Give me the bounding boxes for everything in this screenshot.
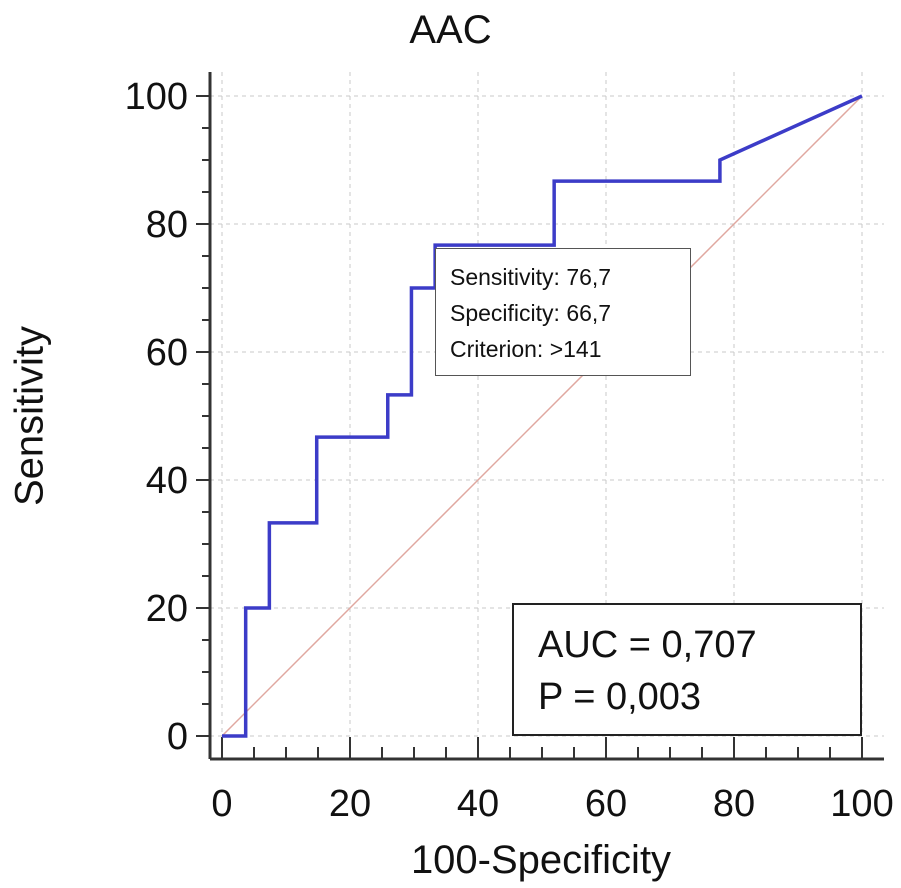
chart-title: AAC bbox=[409, 8, 492, 52]
auc-value: AUC = 0,707 bbox=[538, 624, 757, 666]
criterion-tooltip: Sensitivity: 76,7 Specificity: 66,7 Crit… bbox=[435, 248, 691, 376]
stats-box: AUC = 0,707 P = 0,003 bbox=[512, 603, 862, 736]
ticks bbox=[196, 95, 863, 759]
x-tick-label: 80 bbox=[713, 783, 755, 825]
x-tick-label: 40 bbox=[457, 783, 499, 825]
tooltip-sensitivity: Sensitivity: 76,7 bbox=[450, 264, 612, 290]
p-value: P = 0,003 bbox=[538, 676, 702, 718]
y-axis-label: Sensitivity bbox=[7, 325, 52, 507]
x-tick-label: 20 bbox=[329, 783, 371, 825]
roc-curve bbox=[222, 94, 863, 738]
y-tick-label: 40 bbox=[146, 460, 188, 502]
tooltip-specificity: Specificity: 66,7 bbox=[450, 300, 612, 326]
x-tick-label: 100 bbox=[830, 783, 893, 825]
x-tick-label: 0 bbox=[211, 783, 232, 825]
reference-diagonal bbox=[221, 95, 863, 737]
y-tick-label: 100 bbox=[125, 76, 188, 118]
tooltip-criterion: Criterion: >141 bbox=[450, 336, 602, 362]
y-tick-label: 80 bbox=[146, 204, 188, 246]
x-axis-label: 100-Specificity bbox=[410, 838, 672, 882]
series bbox=[221, 94, 863, 738]
y-tick-label: 20 bbox=[146, 588, 188, 630]
x-tick-label: 60 bbox=[585, 783, 627, 825]
y-tick-label: 0 bbox=[167, 716, 188, 758]
y-tick-label: 60 bbox=[146, 332, 188, 374]
tick-labels: 0 20 40 60 80 100 0 20 40 60 80 100 bbox=[125, 76, 894, 825]
